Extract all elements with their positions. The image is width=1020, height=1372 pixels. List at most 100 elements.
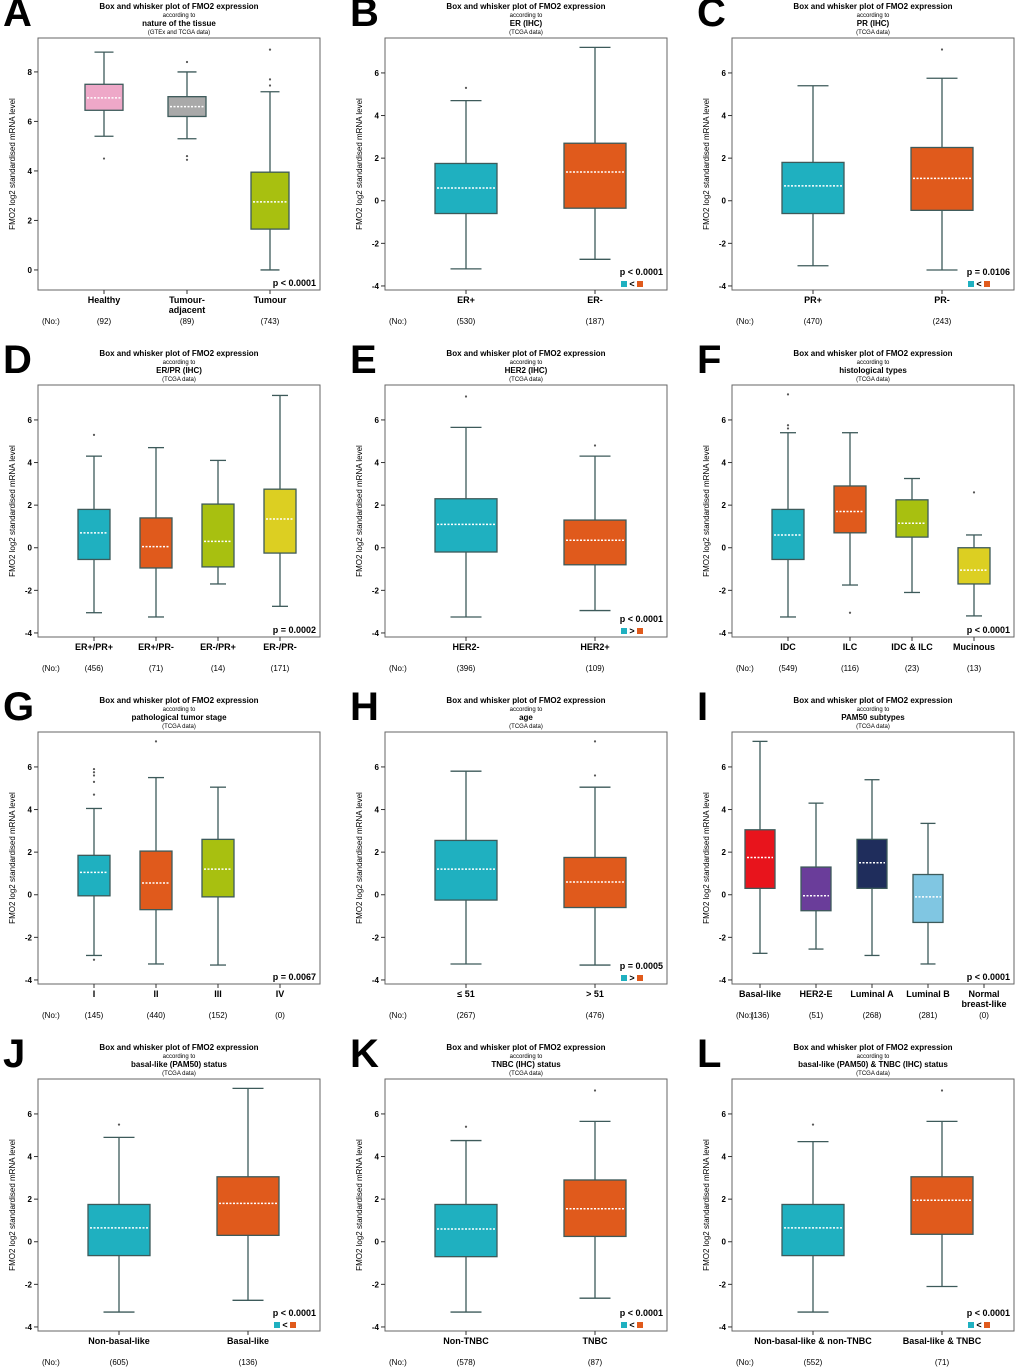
y-tick-label: 4 <box>722 806 727 815</box>
panel-letter: K <box>350 1032 379 1076</box>
chart-subject: basal-like (PAM50) status <box>131 1060 227 1069</box>
outlier-point <box>92 767 96 771</box>
box <box>201 838 235 898</box>
y-tick-label: 0 <box>28 891 33 900</box>
y-tick-label: -2 <box>719 586 727 595</box>
x-tick-label: HER2-E <box>799 989 832 999</box>
chart-source: (TCGA data) <box>509 377 543 383</box>
chart-subject: age <box>519 713 533 722</box>
y-tick-label: -2 <box>372 1280 380 1289</box>
panel-letter: C <box>697 0 726 35</box>
chart-subtitle: according to <box>857 13 890 19</box>
y-tick-label: -4 <box>372 1323 380 1332</box>
chart-source: (TCGA data) <box>509 1071 543 1077</box>
p-value: p < 0.0001 <box>273 278 316 288</box>
y-tick-label: -2 <box>719 933 727 942</box>
y-tick-label: 6 <box>375 416 380 425</box>
y-tick-label: -4 <box>25 1323 33 1332</box>
y-tick-label: 0 <box>375 197 380 206</box>
outlier-point <box>464 395 468 398</box>
y-tick-label: 4 <box>722 1153 727 1162</box>
comparison-sign: < <box>282 1320 287 1330</box>
y-tick-label: 0 <box>722 544 727 553</box>
group-count: (281) <box>919 1011 938 1020</box>
x-tick-label: ≤ 51 <box>457 989 474 999</box>
box <box>77 508 111 561</box>
group-count: (145) <box>85 1011 104 1020</box>
group-count: (87) <box>588 1358 603 1367</box>
x-tick-label: > 51 <box>586 989 604 999</box>
y-tick-label: -4 <box>719 282 727 291</box>
outlier-point <box>268 84 272 87</box>
outlier-point <box>92 780 96 783</box>
outlier-point <box>940 48 944 51</box>
outlier-point <box>92 793 96 796</box>
n-label: (No:) <box>389 317 407 326</box>
plot-frame <box>37 731 321 985</box>
group-count: (14) <box>211 664 226 673</box>
box <box>744 829 776 890</box>
chart-source: (TCGA data) <box>856 724 890 730</box>
x-tick-label: Non-TNBC <box>443 1336 489 1346</box>
box <box>201 503 235 568</box>
legend-swatch <box>621 628 627 634</box>
y-tick-label: 2 <box>722 1195 727 1204</box>
panel-letter: L <box>697 1032 721 1076</box>
y-tick-label: 4 <box>722 459 727 468</box>
panel-E: E Box and whisker plot of FMO2 expression… <box>350 338 668 673</box>
chart-subject: PAM50 subtypes <box>841 713 905 722</box>
p-value: p < 0.0001 <box>967 625 1010 635</box>
outlier-point <box>464 1125 468 1128</box>
legend-swatch <box>968 1322 974 1328</box>
y-tick-label: 4 <box>375 459 380 468</box>
chart-subtitle: according to <box>510 360 543 366</box>
panel-letter: A <box>3 0 32 35</box>
box <box>833 485 867 534</box>
legend-swatch <box>637 1322 643 1328</box>
chart-title: Box and whisker plot of FMO2 expression <box>446 349 605 358</box>
panel-letter: F <box>697 338 721 382</box>
plot-frame <box>731 731 1015 985</box>
chart-title: Box and whisker plot of FMO2 expression <box>99 349 258 358</box>
y-tick-label: 6 <box>28 763 33 772</box>
group-count: (605) <box>110 1358 129 1367</box>
legend-swatch <box>637 281 643 287</box>
x-tick-label: IV <box>276 989 285 999</box>
x-tick-label: ER-/PR- <box>263 642 297 652</box>
p-value: p < 0.0001 <box>620 1308 663 1318</box>
outlier-point <box>786 393 790 396</box>
y-tick-label: -4 <box>719 629 727 638</box>
n-label: (No:) <box>42 1358 60 1367</box>
y-axis-label: FMO2 log2 standardised mRNA level <box>355 1139 364 1271</box>
chart-source: (TCGA data) <box>162 724 196 730</box>
chart-source: (TCGA data) <box>856 30 890 36</box>
chart-source: (TCGA data) <box>509 30 543 36</box>
comparison-sign: < <box>629 279 634 289</box>
y-axis-label: FMO2 log2 standardised mRNA level <box>8 1139 17 1271</box>
box <box>434 1203 498 1258</box>
panel-letter: H <box>350 685 379 729</box>
group-count: (267) <box>457 1011 476 1020</box>
y-tick-label: -4 <box>719 1323 727 1332</box>
y-tick-label: -4 <box>372 629 380 638</box>
plot-frame <box>37 384 321 638</box>
chart-subtitle: according to <box>510 1054 543 1060</box>
x-tick-label: Tumour <box>254 295 287 305</box>
outlier-point <box>185 60 189 64</box>
outlier-point <box>940 1089 944 1092</box>
chart-subtitle: according to <box>163 360 196 366</box>
y-tick-label: 0 <box>722 891 727 900</box>
y-tick-label: 4 <box>28 806 33 815</box>
x-tick-label: ER+ <box>457 295 475 305</box>
x-tick-label: III <box>214 989 222 999</box>
plot-frame <box>384 37 668 291</box>
n-label: (No:) <box>736 664 754 673</box>
y-axis-label: FMO2 log2 standardised mRNA level <box>8 98 17 230</box>
plot-frame <box>731 37 1015 291</box>
p-value: p < 0.0001 <box>967 972 1010 982</box>
group-count: (109) <box>586 664 605 673</box>
y-tick-label: 2 <box>375 154 380 163</box>
panel-letter: J <box>3 1032 25 1076</box>
chart-subject: ER (IHC) <box>510 19 543 28</box>
group-count: (456) <box>85 664 104 673</box>
